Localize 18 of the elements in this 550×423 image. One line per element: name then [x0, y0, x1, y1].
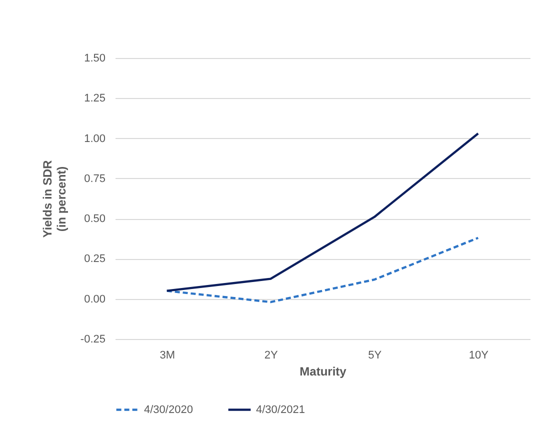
y-tick-label: 0.25 [84, 253, 106, 266]
y-tick-label: 0.75 [84, 172, 106, 185]
y-tick-label: 1.50 [84, 52, 106, 64]
y-tick-label: -0.25 [80, 334, 106, 346]
y-tick-label: 0.00 [84, 293, 106, 306]
x-tick-label: 3M [160, 350, 176, 362]
x-tick-label: 5Y [368, 350, 382, 362]
legend-label: 4/30/2020 [144, 404, 193, 416]
y-tick-label: 1.00 [84, 132, 106, 145]
x-axis-title: Maturity [300, 364, 347, 378]
y-axis-title: Yields in SDR (in percent) [40, 160, 68, 238]
x-tick-label: 2Y [264, 350, 279, 362]
line-series [166, 236, 480, 304]
line-series [166, 132, 480, 292]
x-tick-label: 10Y [468, 350, 490, 362]
legend-label: 4/30/2021 [256, 404, 305, 416]
y-tick-label: 0.50 [84, 213, 106, 226]
y-tick-label: 1.25 [84, 92, 106, 105]
